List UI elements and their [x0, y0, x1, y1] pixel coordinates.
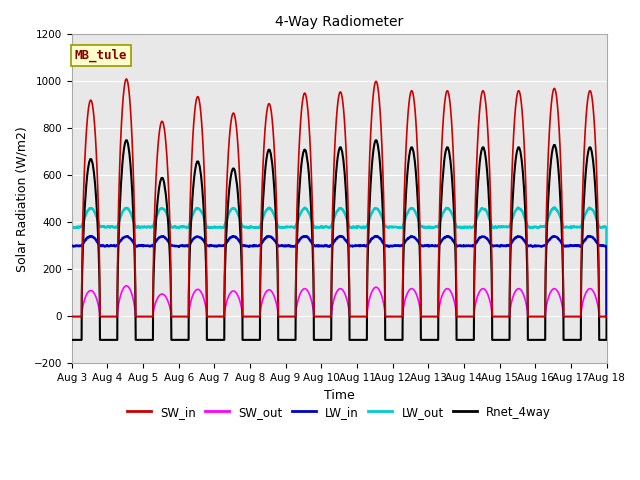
Line: LW_in: LW_in: [72, 236, 607, 316]
LW_in: [68, 242, 76, 248]
X-axis label: Time: Time: [324, 389, 355, 402]
LW_in: [250, 243, 257, 249]
SW_in: [603, 313, 611, 319]
SW_in: [321, 313, 329, 319]
Rnet_4way: [68, 337, 76, 343]
Rnet_4way: [603, 313, 611, 319]
Y-axis label: Solar Radiation (W/m2): Solar Radiation (W/m2): [15, 126, 28, 272]
SW_out: [321, 314, 329, 320]
Rnet_4way: [250, 337, 257, 343]
SW_in: [580, 149, 588, 155]
SW_out: [603, 313, 611, 319]
SW_in: [250, 313, 257, 319]
Line: SW_in: SW_in: [72, 79, 607, 316]
SW_in: [573, 313, 581, 319]
SW_in: [123, 76, 131, 82]
SW_out: [573, 314, 581, 320]
LW_in: [321, 243, 329, 249]
Rnet_4way: [580, 194, 588, 200]
LW_out: [550, 204, 558, 210]
Title: 4-Way Radiometer: 4-Way Radiometer: [275, 15, 403, 29]
Line: SW_out: SW_out: [72, 286, 607, 317]
Line: LW_out: LW_out: [72, 207, 607, 316]
LW_out: [474, 213, 481, 218]
LW_out: [580, 215, 588, 220]
Line: Rnet_4way: Rnet_4way: [72, 140, 607, 340]
Rnet_4way: [459, 337, 467, 343]
LW_out: [573, 224, 581, 230]
SW_out: [459, 314, 467, 320]
SW_out: [580, 295, 588, 300]
Rnet_4way: [573, 337, 581, 343]
SW_out: [123, 283, 131, 288]
Text: MB_tule: MB_tule: [74, 49, 127, 62]
LW_in: [580, 238, 588, 244]
Rnet_4way: [122, 137, 130, 143]
LW_out: [250, 224, 257, 230]
SW_out: [474, 293, 482, 299]
LW_in: [336, 233, 344, 239]
SW_in: [459, 313, 467, 319]
LW_out: [321, 224, 329, 230]
Rnet_4way: [321, 337, 329, 343]
LW_in: [474, 238, 482, 243]
LW_out: [459, 225, 467, 230]
LW_in: [459, 243, 467, 249]
LW_out: [68, 225, 76, 230]
LW_in: [603, 313, 611, 319]
LW_in: [573, 242, 581, 248]
Rnet_4way: [474, 183, 482, 189]
SW_out: [68, 314, 76, 320]
SW_in: [474, 135, 482, 141]
Legend: SW_in, SW_out, LW_in, LW_out, Rnet_4way: SW_in, SW_out, LW_in, LW_out, Rnet_4way: [122, 401, 556, 423]
SW_in: [68, 313, 76, 319]
LW_out: [603, 313, 611, 319]
SW_out: [250, 314, 257, 320]
